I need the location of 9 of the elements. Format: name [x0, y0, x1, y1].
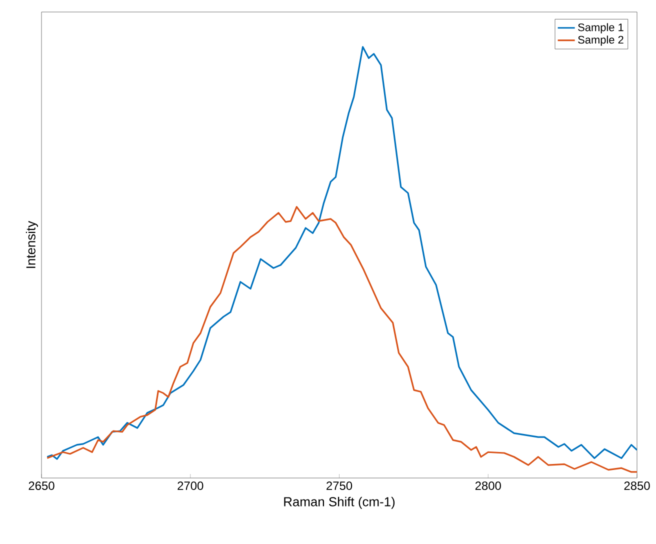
y-axis-title: Intensity	[26, 220, 38, 268]
legend-label: Sample 1	[578, 23, 624, 34]
legend-label: Sample 2	[578, 36, 624, 46]
x-tick-label: 2650	[28, 482, 54, 490]
x-axis-title: Raman Shift (cm-1)	[284, 496, 395, 509]
x-tick-label: 2700	[178, 482, 204, 490]
x-tick-label: 2850	[624, 482, 650, 490]
x-tick-label: 2750	[326, 482, 352, 490]
x-tick-label: 2800	[475, 482, 501, 490]
